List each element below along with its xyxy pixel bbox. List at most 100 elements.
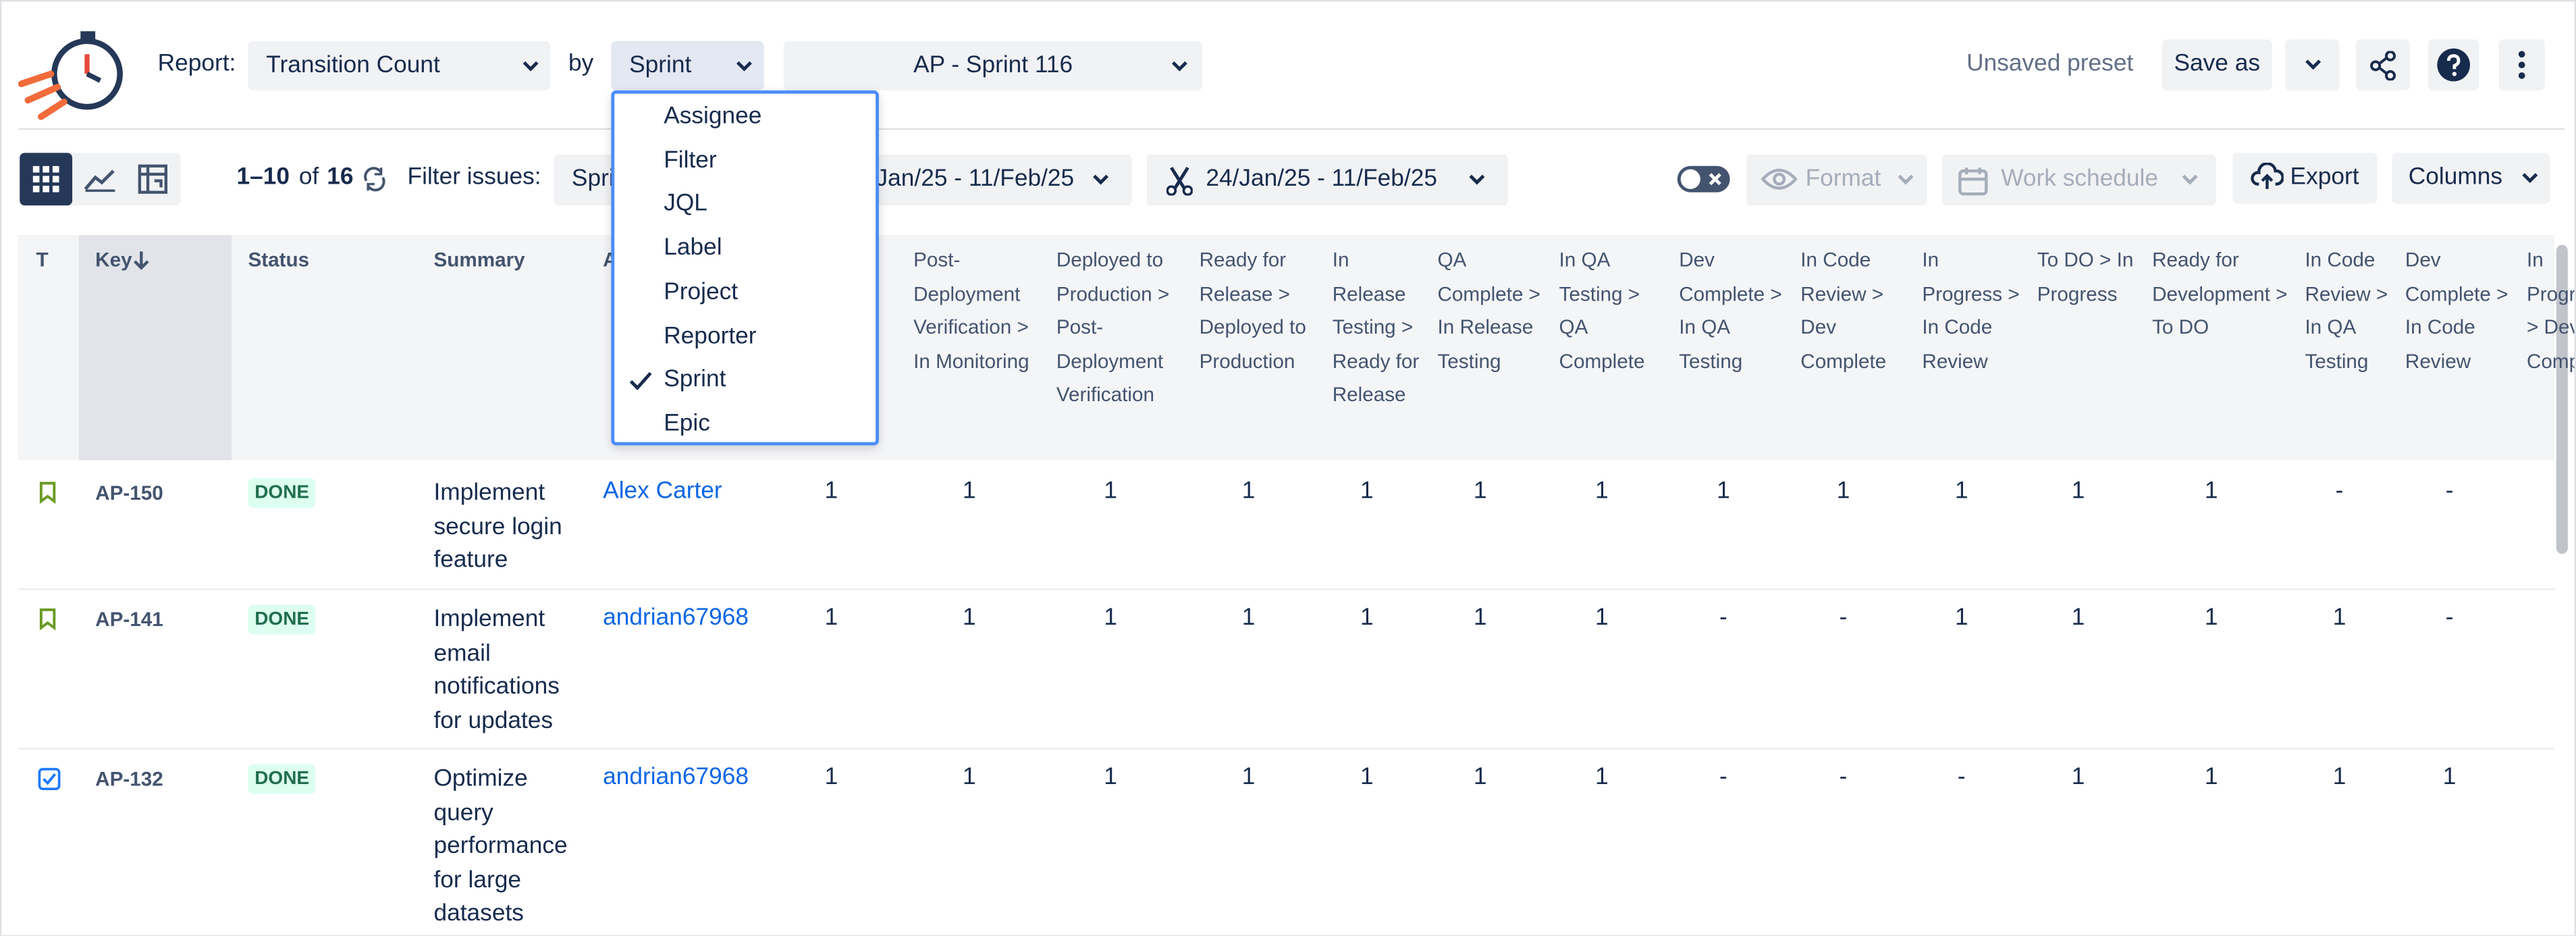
- menu-item[interactable]: Filter: [614, 142, 876, 185]
- chevron: [1469, 174, 1485, 185]
- group-menu: Assignee Filter JQL Label Project Reporter Spr…: [611, 90, 880, 448]
- chevron: [2182, 174, 2198, 185]
- eye-icon: [1761, 168, 1798, 190]
- help-button[interactable]: [2427, 39, 2479, 90]
- work-schedule-button[interactable]: Work schedule: [1941, 154, 2217, 206]
- column-header[interactable]: QA Complete > In Release Testing: [1437, 248, 1540, 373]
- share-icon: [2370, 51, 2396, 81]
- column-header[interactable]: Status: [248, 248, 310, 271]
- columns-button[interactable]: Columns: [2392, 153, 2550, 204]
- total: 16: [327, 164, 354, 191]
- table-header-bg: [18, 235, 2555, 461]
- menu-item[interactable]: Epic: [614, 406, 876, 448]
- count: 1: [824, 478, 838, 505]
- count: -: [1719, 604, 1727, 631]
- count: 1: [2071, 478, 2085, 505]
- save-as-button[interactable]: Save as: [2162, 39, 2272, 90]
- count: 1: [824, 604, 838, 631]
- menu-item-label: Epic: [664, 411, 710, 438]
- menu-item[interactable]: JQL: [614, 186, 876, 229]
- menu-item-label: Project: [664, 279, 739, 306]
- pivot-icon: [138, 164, 167, 194]
- column-header[interactable]: In Progress > Dev Complete: [2526, 248, 2576, 373]
- format-label: Format: [1805, 165, 1881, 192]
- select-value: AP - Sprint 116: [913, 52, 1073, 79]
- count: -: [2445, 604, 2454, 631]
- menu-item[interactable]: Reporter: [614, 318, 876, 361]
- issue-key: AP-141: [95, 608, 163, 631]
- share-button[interactable]: [2355, 39, 2411, 90]
- preset-status: Unsaved preset: [1966, 51, 2134, 78]
- column-header[interactable]: Dev Complete > In QA Testing: [1679, 248, 1782, 373]
- column-header[interactable]: T: [36, 248, 49, 271]
- count: 1: [2332, 764, 2346, 791]
- count: 1: [963, 604, 976, 631]
- logo: [18, 31, 123, 120]
- report-select[interactable]: Transition Count: [248, 41, 551, 90]
- count: 1: [1104, 764, 1117, 791]
- menu-item[interactable]: Project: [614, 274, 876, 317]
- count: 1: [1594, 478, 1609, 505]
- menu-item-label: Filter: [664, 147, 717, 174]
- column-header[interactable]: Key: [95, 248, 132, 271]
- more-icon: [2518, 51, 2525, 79]
- count: 1: [1473, 478, 1487, 505]
- filter-label: Filter issues:: [407, 164, 541, 191]
- date-value: 24/Jan/25 - 11/Feb/25: [842, 165, 1075, 192]
- more-button[interactable]: [2498, 39, 2545, 90]
- divider: [18, 128, 2565, 130]
- assignee[interactable]: andrian67968: [603, 604, 749, 631]
- format-button[interactable]: Format: [1746, 154, 1927, 206]
- assignee[interactable]: Alex Carter: [603, 478, 722, 505]
- refresh-icon: [364, 167, 385, 192]
- split-icon: [1166, 166, 1193, 196]
- count: -: [1957, 764, 1966, 791]
- column-header[interactable]: In Code Review > Dev Complete: [1800, 248, 1887, 373]
- column-header[interactable]: In Progress > In Code Review: [1922, 248, 2020, 373]
- export-button[interactable]: Export: [2232, 153, 2378, 204]
- count: 1: [2204, 478, 2218, 505]
- menu-item-label: Reporter: [664, 323, 757, 350]
- chevron: [2522, 173, 2538, 184]
- menu-item-label: JQL: [664, 191, 707, 218]
- chevron: [1898, 174, 1914, 185]
- summary[interactable]: Implement email notifications for update…: [433, 606, 560, 734]
- column-header[interactable]: Post-Deployment Verification > In Monito…: [913, 248, 1029, 373]
- column-header[interactable]: To DO > In Progress: [2037, 248, 2134, 305]
- chart-icon: [84, 170, 115, 192]
- column-header[interactable]: Ready for Release > Deployed to Producti…: [1199, 248, 1306, 373]
- work-schedule-label: Work schedule: [2001, 165, 2158, 192]
- count: 1: [2204, 604, 2218, 631]
- menu-item-label: Label: [664, 235, 722, 262]
- column-header[interactable]: Deployed to Production > Post-Deployment…: [1056, 248, 1170, 407]
- chevron: [522, 61, 539, 72]
- column-header[interactable]: Ready for Development > To DO: [2152, 248, 2288, 339]
- sprint-select[interactable]: AP - Sprint 116: [783, 41, 1203, 90]
- menu-item[interactable]: Sprint: [614, 362, 876, 405]
- check-icon: [629, 372, 652, 391]
- range: 1–10: [236, 164, 290, 191]
- group-select[interactable]: Sprint: [611, 41, 764, 90]
- column-header[interactable]: In Code Review > In QA Testing: [2305, 248, 2388, 373]
- status-badge: DONE: [248, 478, 316, 509]
- summary[interactable]: Implement secure login feature: [433, 479, 562, 574]
- column-header[interactable]: In QA Testing > QA Complete: [1559, 248, 1645, 373]
- count: 1: [2442, 764, 2457, 791]
- column-header[interactable]: Summary: [433, 248, 525, 271]
- date-value: 24/Jan/25 - 11/Feb/25: [1206, 165, 1438, 192]
- summary[interactable]: Optimize query performance for large dat…: [433, 766, 568, 927]
- assignee[interactable]: andrian67968: [603, 764, 749, 791]
- scrollbar: [2556, 244, 2568, 554]
- chevron: [1171, 61, 1187, 72]
- menu-item[interactable]: Assignee: [614, 99, 876, 141]
- column-header[interactable]: In Release Testing > Ready for Release: [1332, 248, 1420, 407]
- count: 1: [1473, 604, 1487, 631]
- count: 1: [963, 478, 976, 505]
- count: 1: [1104, 604, 1117, 631]
- menu-item[interactable]: Label: [614, 230, 876, 273]
- toggle: [1677, 165, 1730, 192]
- column-header[interactable]: Dev Complete > In Code Review: [2405, 248, 2508, 373]
- save-menu-button[interactable]: [2285, 39, 2340, 90]
- date-filter-2[interactable]: 24/Jan/25 - 11/Feb/25: [1146, 154, 1509, 206]
